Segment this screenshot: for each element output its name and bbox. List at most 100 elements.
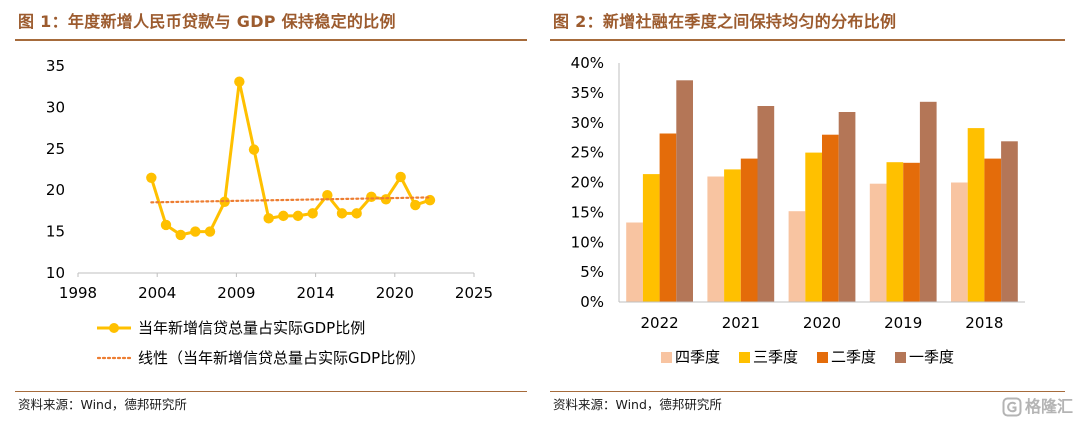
data-point — [351, 208, 362, 219]
data-point — [219, 196, 230, 207]
data-point — [160, 219, 172, 231]
source-divider — [550, 391, 1065, 392]
bar — [903, 162, 920, 302]
bar — [951, 182, 968, 302]
y-tick-label: 0% — [580, 293, 604, 311]
bar — [869, 183, 887, 302]
figure-2-panel: 图 2：新增社融在季度之间保持均匀的分布比例 0% 5% 10% 15% 20% 25% 3… — [550, 0, 1065, 422]
y-tick-label: 10 — [46, 264, 65, 282]
data-point — [278, 210, 289, 222]
category-label: 2020 — [803, 314, 841, 332]
legend-item-q4: 四季度 — [660, 347, 720, 367]
data-point — [380, 194, 392, 205]
category-label: 2021 — [722, 314, 760, 332]
y-tick-label: 15% — [571, 203, 604, 221]
data-point — [336, 208, 348, 219]
legend-swatch — [895, 351, 907, 363]
data-point — [248, 144, 260, 155]
y-tick-label: 30% — [571, 114, 604, 132]
data-point — [292, 210, 304, 222]
title-divider — [550, 39, 1065, 41]
y-tick-label: 30 — [46, 98, 65, 116]
source-divider — [15, 391, 527, 392]
bar — [724, 169, 741, 302]
data-point — [307, 208, 318, 219]
data-point — [322, 189, 333, 201]
x-tick-label: 2009 — [217, 284, 255, 302]
line-chart-legend: 当年新增信贷总量占实际GDP比例 线性（当年新增信贷总量占实际GDP比例） — [97, 316, 425, 376]
legend-swatch — [738, 351, 750, 363]
y-tick-label: 20% — [571, 174, 604, 192]
legend-label: 四季度 — [674, 348, 720, 366]
bar — [1001, 141, 1018, 302]
legend-label: 一季度 — [909, 348, 955, 366]
watermark-logo: 格隆汇 — [1002, 396, 1078, 418]
bar — [919, 101, 937, 302]
legend-series-marker — [109, 323, 119, 333]
data-point — [395, 171, 406, 183]
bar — [984, 158, 1002, 302]
y-tick-label: 15 — [46, 223, 65, 241]
category-label: 2022 — [641, 314, 679, 332]
bar — [676, 80, 693, 302]
y-tick-label: 5% — [580, 263, 604, 281]
legend-swatch — [817, 351, 828, 363]
legend-item-trendline: 线性（当年新增信贷总量占实际GDP比例） — [97, 346, 425, 370]
bar-chart-legend: 四季度 三季度 二季度 一季度 — [550, 347, 1065, 367]
trend-line — [150, 196, 432, 204]
data-point — [234, 76, 245, 87]
bar — [659, 133, 677, 302]
bar — [642, 174, 660, 302]
legend-label-series: 当年新增信贷总量占实际GDP比例 — [138, 319, 366, 337]
bar — [757, 106, 775, 302]
data-point — [204, 226, 216, 237]
y-tick-label: 35% — [571, 84, 604, 102]
x-tick-label: 2020 — [376, 284, 414, 302]
glh-logo-icon — [1002, 397, 1022, 417]
y-tick-label: 25 — [46, 140, 65, 158]
source-note: 资料来源：Wind，德邦研究所 — [18, 397, 187, 412]
y-tick-label: 40% — [571, 54, 604, 72]
title-divider — [15, 39, 527, 41]
figure-1-title: 图 1：年度新增人民币贷款与 GDP 保持稳定的比例 — [18, 12, 396, 31]
x-tick-label: 2025 — [455, 284, 493, 302]
source-note: 资料来源：Wind，德邦研究所 — [553, 397, 722, 412]
bar — [788, 211, 806, 302]
data-point — [175, 229, 186, 241]
legend-item-q3: 三季度 — [738, 347, 798, 367]
series-line — [149, 80, 431, 237]
data-point — [146, 172, 157, 183]
category-label: 2019 — [884, 314, 922, 332]
legend-line-marker-icon — [97, 323, 131, 333]
bar — [740, 158, 758, 302]
x-tick-label: 1998 — [59, 284, 97, 302]
category-label: 2018 — [965, 314, 1003, 332]
y-tick-label: 20 — [46, 181, 65, 199]
legend-label-trendline: 线性（当年新增信贷总量占实际GDP比例） — [138, 349, 426, 367]
quarterly-share-bar-chart: 0% 5% 10% 15% 20% 25% 30% 35% 40% 2022 2021 2020 201… — [571, 54, 1025, 332]
data-point — [410, 199, 421, 211]
x-tick-label: 2004 — [138, 284, 176, 302]
legend-item-q1: 一季度 — [895, 347, 954, 367]
data-point — [263, 213, 274, 224]
logo-frame — [1002, 397, 1022, 417]
legend-dotted-line-icon — [97, 356, 131, 360]
legend-label: 二季度 — [831, 348, 877, 366]
legend-item-q2: 二季度 — [817, 347, 876, 367]
bar — [805, 152, 822, 302]
bar — [838, 112, 856, 302]
legend-swatch — [660, 351, 672, 363]
legend-item-series: 当年新增信贷总量占实际GDP比例 — [97, 316, 425, 340]
bar — [707, 176, 725, 302]
data-point — [190, 226, 201, 237]
watermark-text: 格隆汇 — [1025, 397, 1074, 416]
y-tick-label: 25% — [571, 144, 604, 162]
x-tick-label: 2014 — [297, 284, 335, 302]
logo-mark — [1007, 401, 1017, 413]
bar — [886, 162, 904, 302]
data-point — [366, 191, 377, 203]
figure-2-title: 图 2：新增社融在季度之间保持均匀的分布比例 — [553, 12, 897, 31]
y-tick-label: 10% — [571, 233, 604, 251]
